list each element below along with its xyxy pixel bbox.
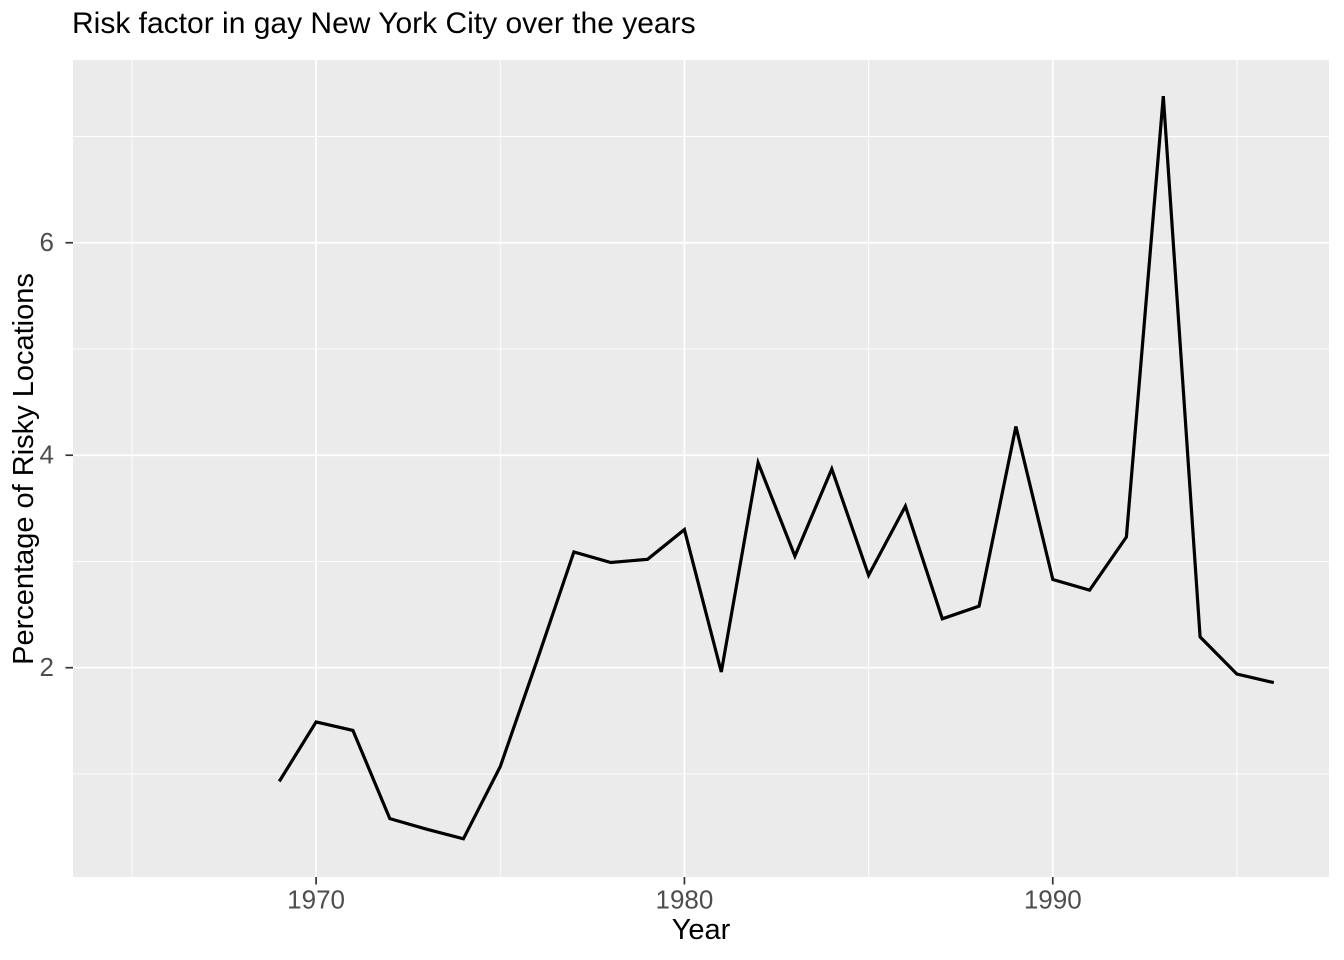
x-tick-label: 1970	[287, 885, 345, 915]
y-axis-title: Percentage of Risky Locations	[8, 273, 40, 665]
y-tick-label: 4	[40, 440, 54, 470]
data-line	[277, 95, 1275, 841]
chart-title: Risk factor in gay New York City over th…	[72, 7, 696, 40]
y-tick-label: 2	[40, 652, 54, 682]
y-tick-label: 6	[40, 227, 54, 257]
panel-background	[73, 60, 1329, 877]
x-tick-label: 1980	[656, 885, 714, 915]
x-axis-title: Year	[671, 914, 731, 946]
x-tick-label: 1990	[1024, 885, 1082, 915]
